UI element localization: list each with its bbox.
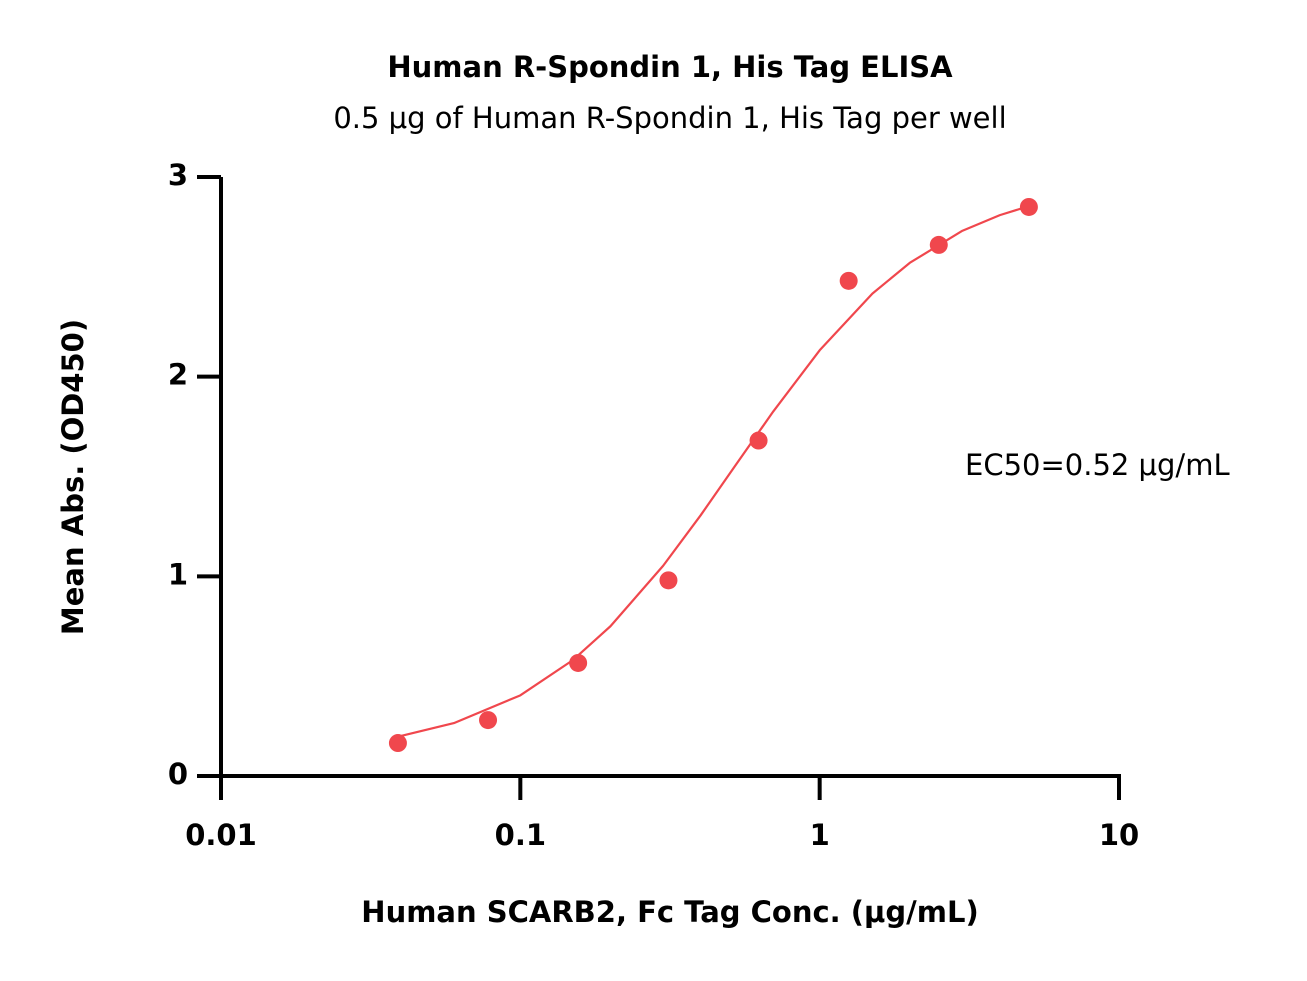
data-point: [479, 711, 498, 730]
chart-title: Human R-Spondin 1, His Tag ELISA: [387, 50, 953, 84]
x-tick-label: 0.01: [185, 818, 257, 852]
data-point: [569, 653, 588, 672]
data-point: [839, 271, 858, 290]
data-point: [659, 571, 678, 590]
data-point: [1019, 197, 1038, 216]
y-tick-label: 3: [168, 158, 188, 192]
y-axis-label: Mean Abs. (OD450): [56, 319, 90, 635]
data-point: [388, 734, 407, 753]
x-tick-label: 10: [1099, 818, 1139, 852]
fit-curve: [397, 205, 1030, 738]
y-tick-label: 1: [168, 557, 188, 591]
annotation: EC50=0.52 μg/mL: [965, 448, 1230, 482]
x-axis-label: Human SCARB2, Fc Tag Conc. (μg/mL): [361, 895, 978, 929]
x-tick-label: 1: [810, 818, 830, 852]
data-point: [929, 235, 948, 254]
y-tick-label: 0: [168, 757, 188, 791]
data-point: [749, 431, 768, 450]
chart-subtitle: 0.5 μg of Human R-Spondin 1, His Tag per…: [333, 101, 1006, 135]
x-tick-label: 0.1: [495, 818, 546, 852]
y-tick-label: 2: [168, 358, 188, 392]
